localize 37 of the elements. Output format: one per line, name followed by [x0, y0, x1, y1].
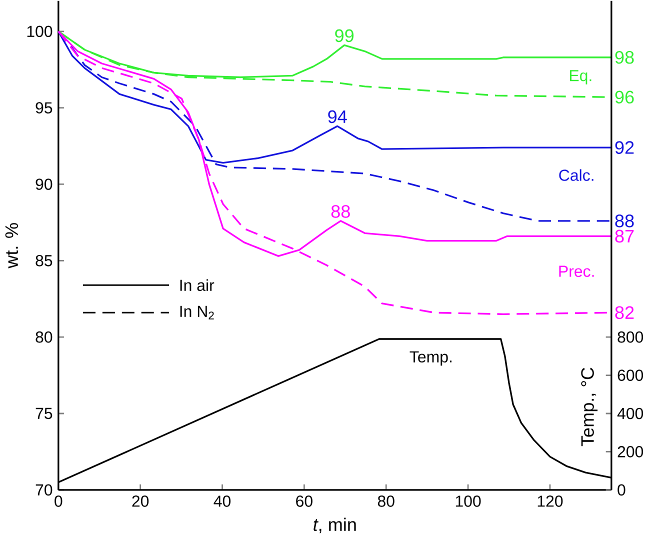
- annotation: In N$_{2}$: [180, 306, 214, 320]
- annotation: Eq.: [570, 70, 592, 84]
- y2-tick-label: 200: [618, 446, 644, 458]
- y2-axis-title: Temp., °C: [581, 367, 598, 446]
- y-tick-label: 80: [36, 331, 52, 342]
- annotation: 99: [335, 29, 354, 42]
- annotation: In air: [180, 279, 214, 291]
- y-tick-label: 85: [36, 254, 52, 266]
- y-tick-label: 90: [36, 178, 52, 190]
- y2-tick-label: 400: [617, 408, 644, 419]
- y-tick-label: 95: [36, 102, 52, 114]
- y-tick-label: 100: [27, 26, 52, 37]
- annotation: 88: [615, 214, 634, 228]
- x-tick-label: 40: [214, 495, 231, 507]
- x-tick-label: 80: [378, 495, 394, 507]
- annotation: 88: [331, 204, 350, 218]
- annotation: 82: [615, 306, 634, 319]
- x-tick-label: 120: [538, 495, 563, 507]
- x-tick-label: 100: [456, 495, 481, 507]
- y2-tick-label: 0: [618, 484, 626, 496]
- annotation: 92: [615, 140, 634, 154]
- y-tick-label: 75: [36, 408, 52, 419]
- annotation: 87: [615, 230, 634, 242]
- annotation: 96: [615, 90, 634, 104]
- annotation: Calc.: [559, 168, 594, 181]
- annotation: 98: [615, 50, 634, 64]
- x-tick-label: 60: [296, 495, 312, 507]
- y2-tick-label: 800: [618, 331, 644, 342]
- y-axis-title: wt. %: [5, 222, 18, 268]
- annotation: Temp.: [410, 351, 452, 366]
- x-tick-label: 0: [54, 495, 62, 507]
- annotation: 94: [328, 110, 347, 123]
- y2-tick-label: 600: [618, 369, 644, 381]
- annotation: Prec.: [559, 266, 594, 277]
- x-tick-label: 20: [132, 495, 149, 507]
- y-tick-label: 70: [36, 484, 52, 496]
- x-axis-title: t, min: [314, 518, 356, 533]
